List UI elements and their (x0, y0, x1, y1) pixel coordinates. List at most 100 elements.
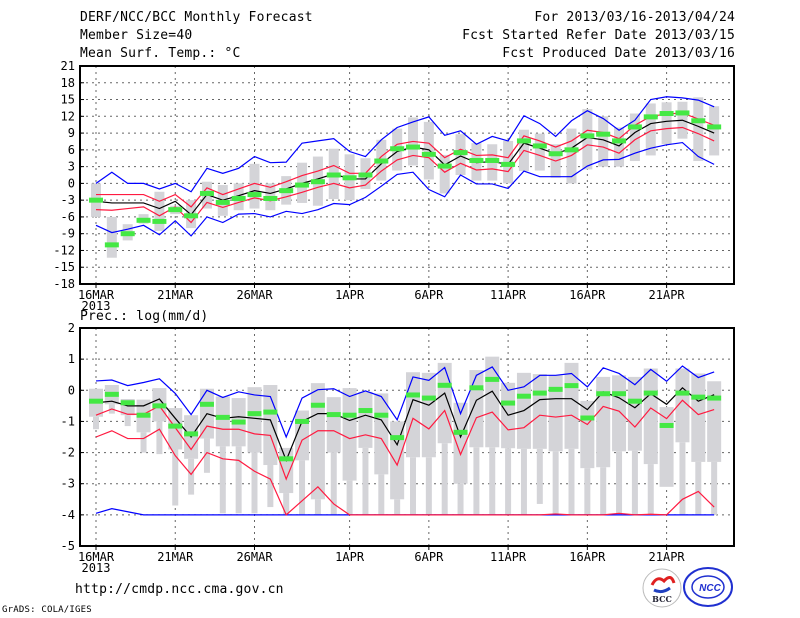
member-marker (532, 143, 547, 149)
member-marker (184, 213, 199, 219)
ensemble-box (215, 396, 230, 447)
x-tick-label: 6APR (414, 550, 444, 564)
y-tick-label: -5 (61, 539, 75, 553)
member-marker (215, 414, 230, 420)
y-tick-label: 3 (68, 160, 75, 174)
member-marker (532, 390, 547, 396)
whisker-bar (172, 449, 179, 506)
max-line (95, 96, 715, 193)
plot-frame (79, 65, 735, 285)
member-marker (612, 391, 627, 397)
member-marker (104, 391, 119, 397)
member-marker (580, 415, 595, 421)
whisker-bar (203, 438, 210, 473)
member-marker (580, 133, 595, 139)
x-tick-label: 16APR (569, 550, 606, 564)
y-tick-label: 1 (68, 352, 75, 366)
member-marker (421, 395, 436, 401)
member-marker (104, 242, 119, 248)
x-tick-label: 6APR (414, 288, 444, 302)
x-tick-label: 11APR (490, 288, 527, 302)
member-marker (548, 386, 563, 392)
ensemble-box (154, 191, 165, 231)
x-tick-label: 1APR (335, 288, 365, 302)
member-marker (295, 418, 310, 424)
ensemble-box (453, 402, 468, 484)
member-marker (627, 398, 642, 404)
member-marker (199, 190, 214, 196)
member-marker (707, 124, 722, 130)
member-marker (691, 394, 706, 400)
member-marker (295, 182, 310, 188)
whisker-bar (124, 415, 131, 427)
member-marker (516, 393, 531, 399)
ensemble-box (534, 133, 545, 171)
chart-title: DERF/NCC/BCC Monthly Forecast (80, 10, 313, 25)
member-marker (659, 111, 674, 117)
member-marker (516, 138, 531, 144)
x-tick-label: 26MAR (236, 550, 273, 564)
member-marker (120, 400, 135, 406)
member-marker (168, 207, 183, 213)
member-marker (469, 157, 484, 163)
member-marker (89, 197, 103, 203)
website-url[interactable]: http://cmdp.ncc.cma.gov.cn (75, 582, 284, 597)
y-tick-label: -2 (61, 446, 75, 460)
year-label: 2013 (82, 299, 111, 313)
ensemble-box (614, 127, 625, 167)
member-marker (310, 402, 325, 408)
member-marker (326, 412, 341, 418)
member-marker (675, 110, 690, 116)
y-tick-label: 18 (61, 76, 75, 90)
whisker-bar (314, 499, 321, 515)
whisker-bar (568, 448, 575, 515)
member-marker (406, 144, 420, 150)
whisker-bar (616, 451, 623, 515)
member-marker (374, 412, 389, 418)
whisker-bar (457, 483, 464, 515)
whisker-bar (600, 467, 607, 515)
member-marker (390, 435, 405, 441)
member-marker (596, 131, 611, 137)
whisker-bar (235, 446, 242, 514)
y-tick-label: 2 (68, 321, 75, 335)
ensemble-box (532, 374, 547, 449)
ensemble-box (439, 154, 450, 194)
ensemble-box (707, 381, 722, 462)
ensemble-box (310, 383, 325, 500)
member-marker (612, 138, 627, 144)
member-marker (406, 392, 420, 398)
spread-upper-line (95, 399, 715, 481)
whisker-bar (425, 457, 432, 515)
member-marker (358, 172, 373, 178)
ensemble-box (548, 375, 563, 452)
whisker-bar (362, 447, 369, 515)
forecast-started-date: Fcst Started Refer Date 2013/03/15 (462, 28, 735, 43)
member-marker (707, 395, 722, 401)
spread-lower-line (95, 126, 715, 224)
whisker-bar (473, 447, 480, 515)
y-tick-label: 9 (68, 126, 75, 140)
y-tick-label: 6 (68, 143, 75, 157)
member-marker (627, 124, 642, 130)
member-marker (643, 390, 658, 396)
whisker-bar (711, 461, 718, 515)
ensemble-box (469, 370, 484, 448)
y-tick-label: 0 (68, 176, 75, 190)
member-size: Member Size=40 (80, 28, 193, 43)
member-marker (326, 172, 341, 178)
y-tick-label: 15 (61, 93, 75, 107)
whisker-bar (93, 416, 99, 430)
whisker-bar (489, 447, 496, 515)
member-marker (279, 188, 294, 194)
member-marker (437, 163, 452, 169)
member-marker (263, 195, 278, 201)
x-tick-label: 16MAR (78, 550, 115, 564)
spread-upper-line (96, 112, 715, 208)
y-tick-label: -9 (61, 227, 75, 241)
member-marker (231, 419, 246, 425)
member-marker (453, 150, 468, 156)
member-marker (342, 412, 357, 418)
x-tick-label: 11APR (490, 550, 527, 564)
